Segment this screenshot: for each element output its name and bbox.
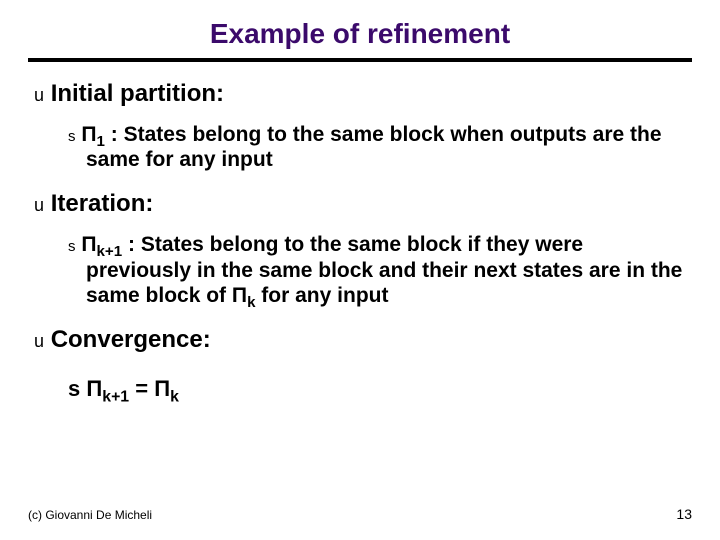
page-number: 13 [676, 506, 692, 522]
pi-subscript: k [170, 388, 179, 405]
bullet-l2: s [68, 238, 76, 255]
pi-symbol: Π [81, 233, 96, 256]
bullet-l2: s [68, 376, 80, 401]
sub-iteration: s Πk+1 : States belong to the same block… [28, 232, 692, 308]
pi-symbol: Π [232, 284, 247, 307]
footer-copyright: (c) Giovanni De Micheli [28, 508, 152, 522]
heading-iteration: u Iteration: [28, 190, 692, 218]
heading-iteration-text: Iteration: [51, 190, 154, 217]
sub-iteration-text-b: for any input [255, 284, 388, 307]
pi-symbol: Π [86, 376, 102, 401]
bullet-l1: u [34, 195, 44, 215]
eq-equals: = [129, 376, 154, 401]
slide-title: Example of refinement [28, 18, 692, 50]
bullet-l1: u [34, 85, 44, 105]
heading-convergence: u Convergence: [28, 326, 692, 354]
pi-symbol: Π [81, 123, 96, 146]
bullet-l2: s [68, 128, 76, 145]
pi-symbol: Π [154, 376, 170, 401]
pi-subscript: k+1 [102, 388, 129, 405]
sub-initial-text: : States belong to the same block when o… [86, 123, 662, 171]
heading-initial-text: Initial partition: [51, 80, 224, 107]
title-rule [28, 58, 692, 62]
heading-initial: u Initial partition: [28, 80, 692, 108]
sub-initial: s Π1 : States belong to the same block w… [28, 122, 692, 172]
sub-convergence: s Πk+1 = Πk [28, 376, 692, 402]
heading-convergence-text: Convergence: [51, 326, 211, 353]
bullet-l1: u [34, 331, 44, 351]
